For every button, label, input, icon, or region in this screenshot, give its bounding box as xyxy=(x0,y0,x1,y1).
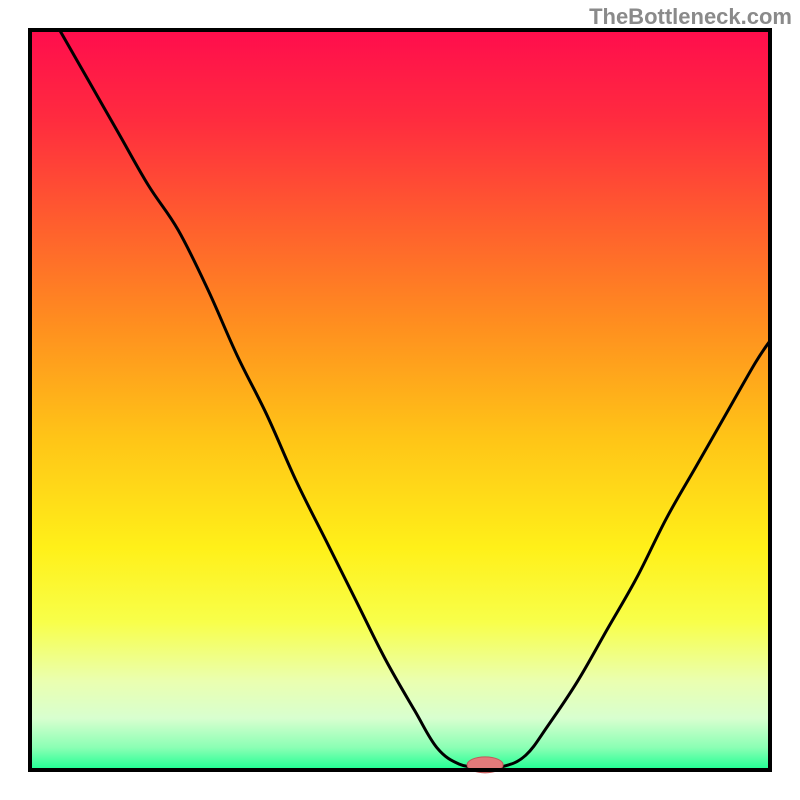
bottleneck-chart: TheBottleneck.com xyxy=(0,0,800,800)
chart-background xyxy=(30,30,770,770)
watermark-text: TheBottleneck.com xyxy=(589,4,792,29)
